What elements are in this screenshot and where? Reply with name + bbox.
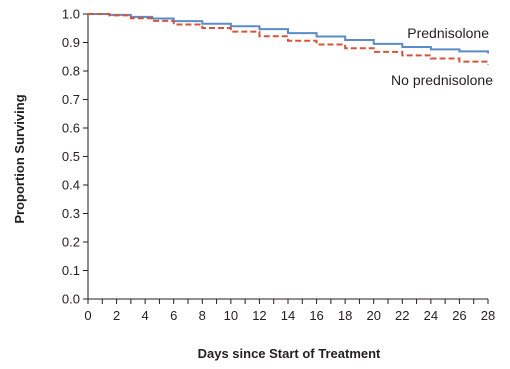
y-tick-label: 0.1 — [62, 263, 80, 278]
series-line-no-prednisolone — [88, 13, 489, 65]
x-tick-label: 26 — [452, 308, 466, 323]
series-line-prednisolone — [88, 13, 489, 54]
x-tick-label: 16 — [309, 308, 323, 323]
x-tick-label: 22 — [395, 308, 409, 323]
x-tick-label: 24 — [424, 308, 438, 323]
y-tick-label: 0.8 — [62, 64, 80, 79]
y-tick-label: 0.7 — [62, 92, 80, 107]
series-label-no-prednisolone: No prednisolone — [391, 72, 493, 88]
y-tick-label: 1.0 — [62, 7, 80, 22]
y-tick-label: 0.6 — [62, 121, 80, 136]
x-tick-label: 10 — [224, 308, 238, 323]
y-axis-title: Proportion Surviving — [12, 94, 27, 223]
x-tick-label: 12 — [252, 308, 266, 323]
series-label-prednisolone: Prednisolone — [407, 25, 489, 41]
x-axis-title: Days since Start of Treatment — [198, 346, 381, 361]
x-tick-label: 4 — [142, 308, 149, 323]
y-tick-label: 0.3 — [62, 206, 80, 221]
x-tick-label: 28 — [481, 308, 495, 323]
y-axis: 0.0 0.1 0.2 0.3 0.4 0.5 0.6 0.7 0.8 0.9 1.0 — [62, 7, 89, 307]
y-tick-label: 0.5 — [62, 149, 80, 164]
x-tick-label: 14 — [281, 308, 295, 323]
y-tick-label: 0.2 — [62, 235, 80, 250]
series-layer — [88, 13, 489, 65]
y-tick-label: 0.4 — [62, 178, 80, 193]
x-tick-label: 8 — [199, 308, 206, 323]
x-tick-label: 20 — [366, 308, 380, 323]
x-tick-label: 0 — [84, 308, 91, 323]
x-axis: 0 2 4 6 8 10 12 14 16 18 20 22 24 26 28 — [84, 298, 495, 323]
x-tick-label: 6 — [170, 308, 177, 323]
y-tick-label: 0.9 — [62, 35, 80, 50]
x-tick-label: 18 — [338, 308, 352, 323]
y-tick-label: 0.0 — [62, 292, 80, 307]
x-tick-label: 2 — [113, 308, 120, 323]
